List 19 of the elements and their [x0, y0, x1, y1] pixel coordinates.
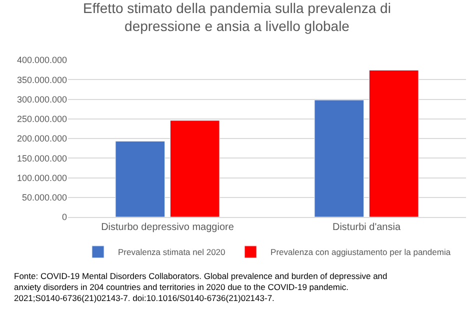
x-tick-label: Disturbo depressivo maggiore	[101, 222, 234, 233]
bar	[170, 120, 220, 217]
legend-label: Prevalenza con aggiustamento per la pandemia	[270, 247, 451, 258]
y-tick-label: 100.000.000	[16, 172, 67, 183]
bar	[115, 141, 166, 217]
y-tick-label: 0	[62, 212, 67, 222]
chart-title: Effetto stimato della pandemia sulla prevalenza di depressione e ansia a livello globale	[83, 0, 391, 34]
source-note: Fonte: COVID-19 Mental Disorders Collaborators. Global prevalence and burden of depressive and anxiety disorders in 204 countries and territories in 2020 due to the COVID-19 pandemic. 2021;S0140-6736(21)02143-7. doi:10.1016/S0140-6736(21)02143-7.	[14, 271, 388, 304]
y-tick-label: 200.000.000	[16, 134, 67, 144]
y-tick-label: 400.000.000	[16, 55, 67, 66]
y-tick-label: 150.000.000	[16, 153, 67, 164]
x-tick-label: Disturbi d'ansia	[332, 222, 401, 233]
bar	[314, 100, 364, 217]
y-tick-label: 300.000.000	[16, 94, 67, 104]
bar	[368, 70, 419, 217]
y-tick-label: 350.000.000	[16, 74, 67, 85]
legend-label: Prevalenza stimata nel 2020	[118, 247, 226, 258]
y-tick-label: 50.000.000	[22, 192, 67, 203]
y-tick-label: 250.000.000	[16, 114, 67, 124]
